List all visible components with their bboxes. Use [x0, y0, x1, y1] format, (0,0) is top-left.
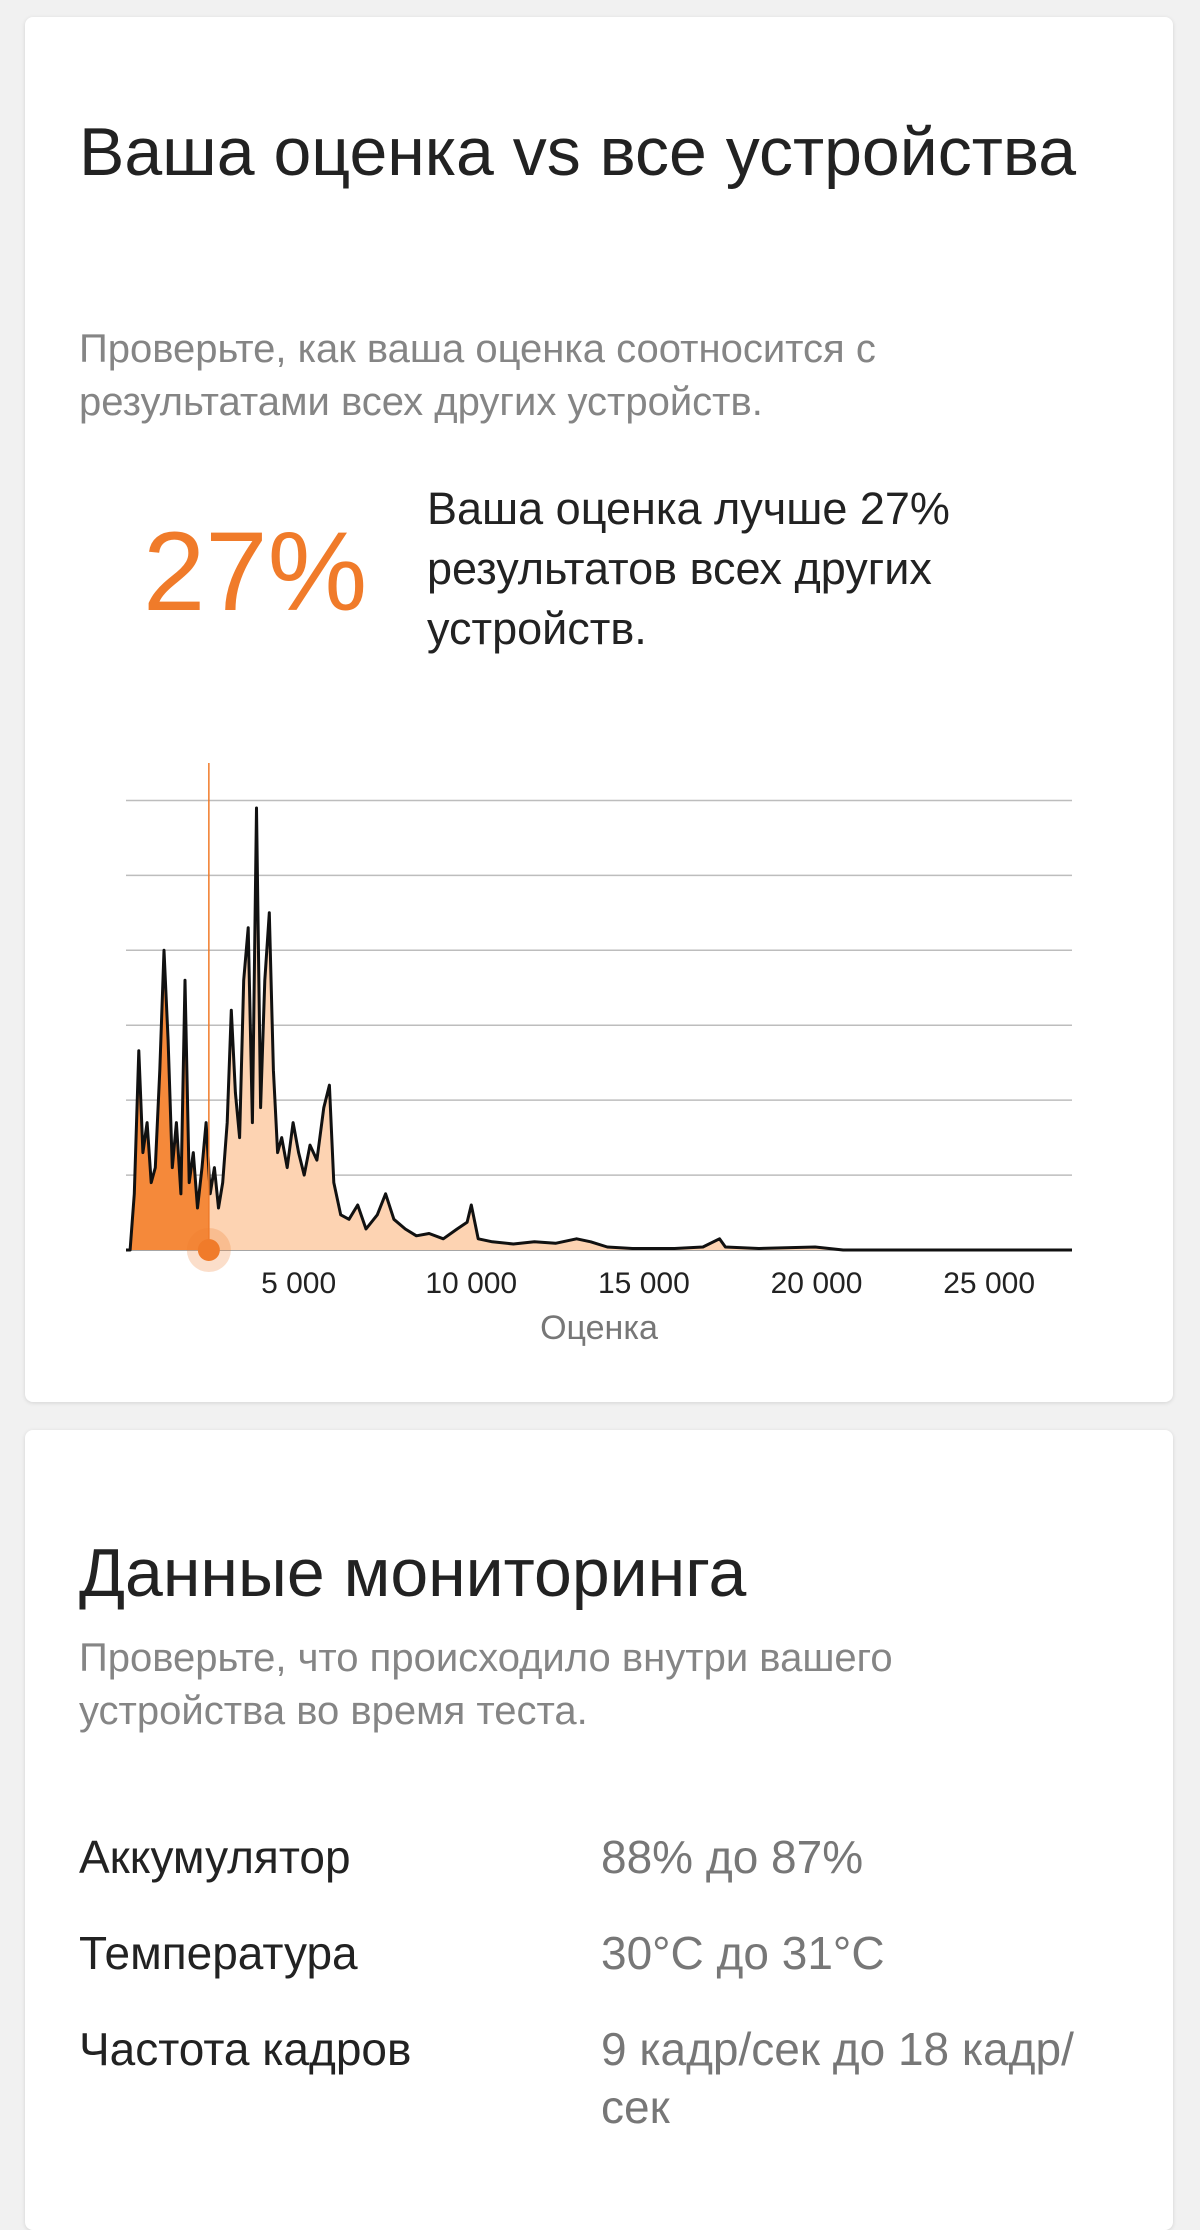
- x-tick-label: 5 000: [261, 1267, 336, 1300]
- row-label: Аккумулятор: [79, 1831, 351, 1883]
- x-axis-label: Оценка: [540, 1309, 658, 1347]
- score-percent: 27%: [143, 509, 368, 634]
- row-value: 30°C до 31°C: [601, 1927, 885, 1979]
- line: [126, 806, 1072, 1252]
- x-tick-label: 25 000: [943, 1267, 1035, 1300]
- card-title: Ваша оценка vs все устройства: [79, 114, 1077, 190]
- chart: 5 000 10 000 15 000 20 000 25 000 Оценка: [126, 763, 1072, 1347]
- area-after: [208, 808, 1072, 1250]
- row-value: 9 кадр/сек до 18 кадр/сек: [601, 2023, 1074, 2133]
- row-label: Частота кадров: [79, 2023, 412, 2075]
- card-subtitle: Проверьте, как ваша оценка соотносится с…: [79, 327, 876, 424]
- x-tick-label: 15 000: [598, 1267, 690, 1300]
- card-title: Данные мониторинга: [79, 1535, 747, 1611]
- score-dot: [197, 1239, 220, 1261]
- x-tick-label: 20 000: [771, 1267, 863, 1300]
- score-description: Ваша оценка лучше 27% результатов всех д…: [427, 483, 950, 654]
- monitoring-card: Данные мониторинга Проверьте, что происх…: [25, 1430, 1173, 2230]
- row-label: Температура: [79, 1927, 358, 1979]
- row-value: 88% до 87%: [601, 1831, 864, 1883]
- card-subtitle: Проверьте, что происходило внутри вашего…: [79, 1636, 893, 1733]
- score-card: Ваша оценка vs все устройства Проверьте,…: [25, 17, 1173, 1402]
- x-tick-label: 10 000: [425, 1267, 517, 1300]
